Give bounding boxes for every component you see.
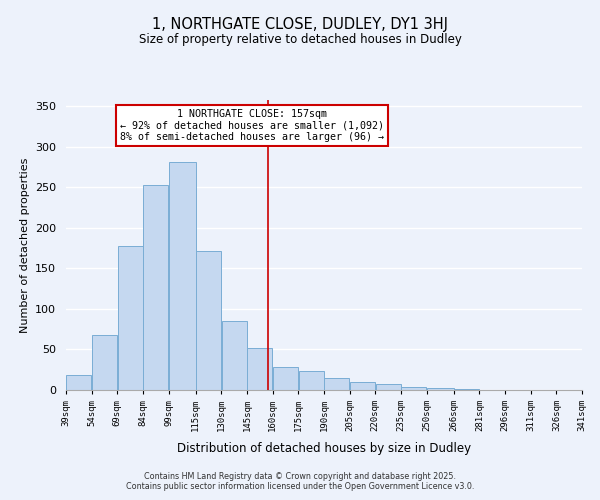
Bar [92, 335, 117, 390]
Bar [196, 250, 221, 390]
Text: 1, NORTHGATE CLOSE, DUDLEY, DY1 3HJ: 1, NORTHGATE CLOSE, DUDLEY, DY1 3HJ [152, 18, 448, 32]
Text: Contains public sector information licensed under the Open Government Licence v3: Contains public sector information licen… [126, 482, 474, 491]
Y-axis label: Number of detached properties: Number of detached properties [20, 158, 29, 332]
Bar [222, 321, 247, 390]
Bar [118, 246, 143, 390]
Bar [66, 374, 91, 390]
Bar [143, 185, 168, 390]
X-axis label: Distribution of detached houses by size in Dudley: Distribution of detached houses by size … [177, 442, 471, 456]
Bar [376, 384, 401, 390]
Bar [401, 387, 426, 390]
Bar [169, 162, 196, 390]
Text: Contains HM Land Registry data © Crown copyright and database right 2025.: Contains HM Land Registry data © Crown c… [144, 472, 456, 481]
Bar [247, 348, 272, 390]
Bar [350, 382, 375, 390]
Text: Size of property relative to detached houses in Dudley: Size of property relative to detached ho… [139, 32, 461, 46]
Bar [273, 366, 298, 390]
Bar [427, 388, 454, 390]
Bar [299, 372, 324, 390]
Text: 1 NORTHGATE CLOSE: 157sqm
← 92% of detached houses are smaller (1,092)
8% of sem: 1 NORTHGATE CLOSE: 157sqm ← 92% of detac… [120, 108, 384, 142]
Bar [454, 389, 479, 390]
Bar [324, 378, 349, 390]
